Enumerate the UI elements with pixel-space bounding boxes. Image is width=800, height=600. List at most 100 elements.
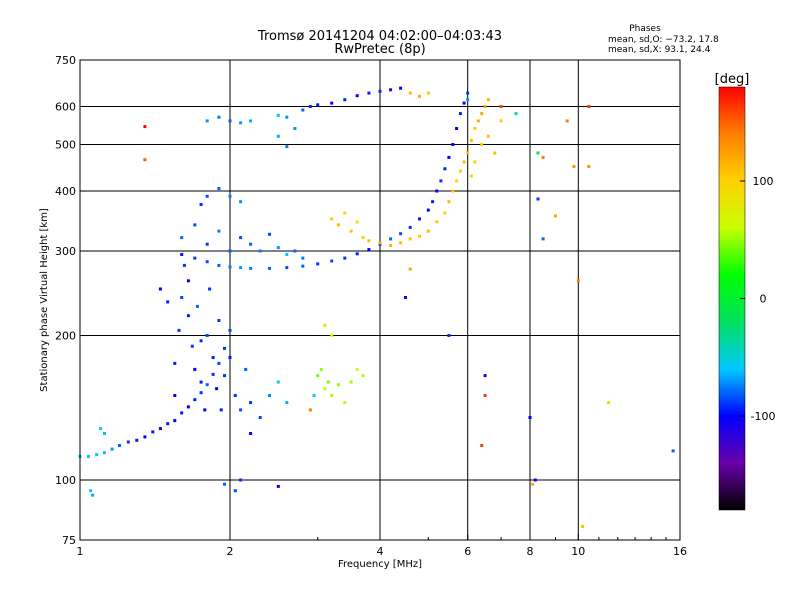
data-point [276, 484, 280, 488]
data-point [483, 105, 487, 108]
data-point [554, 214, 557, 218]
data-point [336, 383, 340, 387]
data-point [462, 160, 466, 164]
data-point [355, 252, 359, 256]
data-point [293, 127, 297, 130]
colorbar-tick-label: 100 [753, 175, 774, 188]
data-point [249, 119, 253, 123]
data-point [455, 179, 459, 183]
data-point [217, 229, 221, 233]
data-point [367, 248, 371, 252]
y-tick-label: 500 [55, 139, 76, 152]
data-point [186, 405, 190, 409]
data-point [199, 339, 203, 343]
data-point [239, 121, 243, 125]
data-point [480, 143, 484, 146]
data-point [473, 127, 477, 130]
data-point [455, 127, 459, 130]
data-point [293, 249, 297, 253]
data-point [480, 112, 484, 116]
data-point [319, 367, 323, 371]
data-point [180, 253, 184, 256]
data-point [408, 225, 412, 229]
data-point [308, 408, 312, 412]
data-point [418, 234, 421, 238]
data-point [355, 220, 359, 224]
y-tick-label: 400 [55, 185, 76, 198]
data-point [180, 411, 184, 415]
data-point [443, 211, 447, 215]
data-point [205, 260, 209, 264]
data-point [499, 119, 503, 123]
data-point [126, 440, 130, 444]
data-point [330, 394, 334, 397]
data-point [418, 217, 421, 221]
data-point [473, 160, 477, 164]
data-point [276, 113, 280, 117]
data-point [228, 194, 232, 198]
data-point [308, 105, 312, 108]
data-points [78, 86, 675, 528]
data-point [166, 422, 170, 426]
data-point [576, 279, 580, 283]
colorbar-tick-label: 0 [760, 293, 767, 306]
data-point [249, 266, 253, 270]
data-point [199, 380, 203, 384]
data-point [276, 134, 280, 138]
data-point [483, 394, 487, 397]
phases-heading: Phases [629, 24, 661, 34]
data-point [343, 401, 347, 405]
data-point [541, 237, 545, 241]
data-point [276, 246, 280, 250]
data-point [418, 94, 421, 98]
data-point [285, 401, 289, 405]
x-tick-label: 16 [673, 545, 687, 558]
data-point [217, 187, 221, 190]
data-point [483, 374, 487, 378]
data-point [301, 108, 305, 112]
data-point [205, 242, 209, 246]
data-point [541, 155, 545, 159]
colorbar-label: [deg] [715, 72, 750, 87]
data-point [499, 105, 503, 108]
data-point [399, 241, 403, 245]
data-point [239, 200, 243, 204]
data-point [223, 374, 226, 378]
data-point [361, 236, 365, 240]
data-point [399, 86, 403, 90]
data-point [223, 482, 226, 486]
data-point [426, 229, 430, 233]
data-point [435, 220, 439, 224]
data-point [316, 262, 320, 266]
data-point [205, 119, 209, 123]
y-tick-label: 200 [55, 330, 76, 343]
data-point [285, 115, 289, 119]
x-axis-label: Frequency [MHz] [338, 559, 422, 570]
data-point [469, 174, 473, 178]
data-point [330, 217, 334, 221]
data-point [258, 249, 262, 253]
data-point [228, 356, 232, 359]
data-point [182, 263, 186, 267]
data-point [330, 334, 334, 337]
data-point [426, 208, 430, 212]
chart-title: Tromsø 20141204 04:02:00–04:03:43 [257, 29, 502, 44]
data-point [233, 489, 237, 493]
data-point [486, 98, 490, 102]
data-point [103, 432, 106, 435]
data-point [173, 394, 177, 397]
data-point [239, 236, 243, 240]
data-point [217, 263, 221, 267]
data-point [323, 387, 327, 391]
x-tick-label: 6 [464, 545, 471, 558]
data-point [447, 200, 451, 204]
data-point [458, 169, 462, 173]
data-point [103, 451, 106, 455]
data-point [143, 125, 147, 129]
data-point [361, 374, 365, 378]
data-point [219, 408, 223, 412]
data-point [607, 401, 610, 405]
y-tick-label: 300 [55, 245, 76, 258]
data-point [572, 165, 576, 168]
